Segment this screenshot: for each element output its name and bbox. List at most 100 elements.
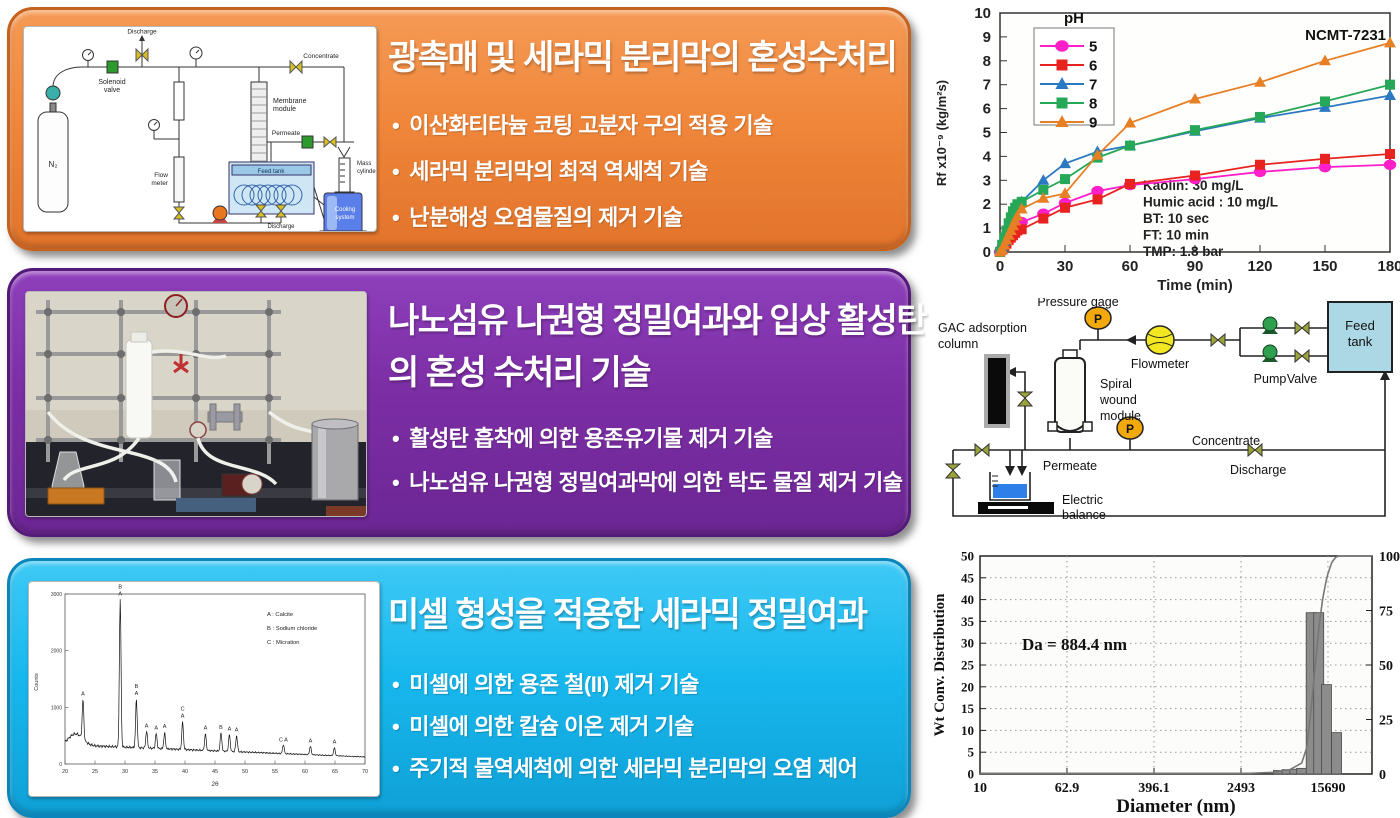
feed-tank-icon <box>228 161 315 215</box>
permeate-valve-icon <box>301 135 314 149</box>
svg-text:45: 45 <box>961 570 975 585</box>
svg-text:20: 20 <box>961 679 974 694</box>
peak-label: A <box>309 738 313 744</box>
flow-meter-label-2: meter <box>151 180 168 187</box>
svg-text:40: 40 <box>182 769 188 775</box>
xrd-legend-entry: B : Sodium chloride <box>267 626 317 632</box>
y-axis-label: Rf x10⁻⁹ (kg/m²s) <box>934 80 949 186</box>
svg-text:55: 55 <box>272 769 278 775</box>
panel2-bullet-1: • 활성탄 흡착에 의한 용존유기물 제거 기술 <box>392 421 773 453</box>
membrane-label-2: module <box>273 106 296 113</box>
floor-strip <box>326 506 366 516</box>
svg-text:180: 180 <box>1377 258 1400 275</box>
gac-spiral-wound-process-diagram: Feed tank Pump Valve P P Pressure gage F… <box>938 298 1393 522</box>
pump-icons <box>1262 316 1278 362</box>
pump-icon <box>212 205 228 223</box>
panel2-title-line1: 나노섬유 나권형 정밀여과와 입상 활성탄 <box>388 302 928 340</box>
svg-text:100: 100 <box>1379 550 1400 565</box>
mass-cylinder-label-1: Mass <box>357 161 371 167</box>
xrd-trace <box>64 599 366 758</box>
sample-id-label: NCMT-7231 <box>1305 27 1386 44</box>
svg-text:40: 40 <box>961 592 974 607</box>
mid-gauge <box>189 421 207 439</box>
chart-annotation: BT: 10 sec <box>1143 211 1210 226</box>
legend-entry-label: 9 <box>1089 115 1097 132</box>
svg-text:0: 0 <box>1379 768 1386 783</box>
feed-tank-label-2: tank <box>1348 334 1373 349</box>
peak-label: A <box>333 740 337 746</box>
peak-label: A <box>118 591 122 597</box>
panel-micelle-ceramic-mf: ACBABAAAACAABAAC AAA20253035404550556065… <box>7 558 911 818</box>
x-axis-label: Time (min) <box>1157 277 1233 294</box>
svg-text:1000: 1000 <box>51 705 62 711</box>
figure-lab-apparatus-photo <box>25 291 367 517</box>
chart-annotation: FT: 10 min <box>1143 228 1209 243</box>
bullet-marker: • <box>392 159 400 184</box>
svg-text:30: 30 <box>122 769 128 775</box>
saturator-column <box>173 81 185 121</box>
panel1-bullet-1-text: 이산화티타늄 코팅 고분자 구의 적용 기술 <box>409 113 773 138</box>
y-axis-label: Wt Conv. Distribution <box>932 593 948 737</box>
xrd-legend-entry: A : Calcite <box>267 612 293 618</box>
panel2-bullet-2: • 나노섬유 나권형 정밀여과막에 의한 탁도 물질 제거 기술 <box>392 465 903 497</box>
svg-text:30: 30 <box>961 636 974 651</box>
bullet-marker: • <box>392 113 400 138</box>
bullet-marker: • <box>392 470 400 495</box>
blue-cloth <box>176 498 256 512</box>
cooling-label-1: Cooling <box>335 207 355 213</box>
svg-text:P: P <box>1126 422 1134 436</box>
peak-label: A <box>145 724 149 730</box>
xrd-y-label: Counts <box>34 673 40 691</box>
flow-meter-icon <box>173 156 185 203</box>
legend-entry-label: 6 <box>1089 58 1097 75</box>
svg-text:9: 9 <box>983 29 991 46</box>
svg-text:0: 0 <box>996 258 1004 275</box>
bullet-marker: • <box>392 714 400 739</box>
peak-label: C <box>118 582 122 583</box>
panel1-title: 광촉매 및 세라믹 분리막의 혼성수처리 <box>388 39 898 77</box>
pressure-gage-2: P <box>1116 416 1144 440</box>
figure-hybrid-process-diagram: N₂ Solenoid valve Discharge <box>23 26 377 232</box>
svg-text:20: 20 <box>62 769 68 775</box>
peak-label: A <box>135 691 139 697</box>
bench-edge <box>26 488 366 498</box>
bullet-marker: • <box>392 756 400 781</box>
balance-label-2: balance <box>1062 508 1106 522</box>
discharge-bottom-label: Discharge <box>267 224 295 230</box>
svg-text:50: 50 <box>1379 659 1393 674</box>
svg-text:15690: 15690 <box>1310 781 1345 796</box>
legend-entry-label: 8 <box>1089 96 1097 113</box>
peak-label: A <box>204 726 208 732</box>
svg-text:6: 6 <box>983 101 991 118</box>
cylinder-neck <box>49 102 57 113</box>
beaker-icon <box>989 472 1031 501</box>
svg-text:2: 2 <box>983 196 991 213</box>
panel-nanofiber-gac-hybrid: 나노섬유 나권형 정밀여과와 입상 활성탄 의 혼성 수처리 기술 • 활성탄 흡… <box>7 268 928 537</box>
svg-text:62.9: 62.9 <box>1055 781 1080 796</box>
svg-text:75: 75 <box>1379 605 1393 620</box>
panel2-title-line2: 의 혼성 수처리 기술 <box>388 354 652 392</box>
solenoid-label-1: Solenoid <box>98 79 125 86</box>
pressure-gage-1: P <box>1084 306 1112 330</box>
panel3-bullet-2: • 미셀에 의한 칼슘 이온 제거 기술 <box>392 709 694 741</box>
panel1-bullet-3: • 난분해성 오염물질의 제거 기술 <box>392 200 683 232</box>
membrane-label-1: Membrane <box>273 98 307 105</box>
small-pump <box>221 473 263 497</box>
panel1-bullet-2: • 세라믹 분리막의 최적 역세척 기술 <box>392 154 709 186</box>
svg-text:60: 60 <box>1122 258 1139 275</box>
xrd-legend-entry: C : Micration <box>267 640 300 646</box>
svg-text:45: 45 <box>212 769 218 775</box>
svg-text:396.1: 396.1 <box>1138 781 1170 796</box>
panel2-bullet-2-text: 나노섬유 나권형 정밀여과막에 의한 탁도 물질 제거 기술 <box>409 470 903 495</box>
permeate-label: Permeate <box>272 130 301 137</box>
peak-label: B <box>219 725 223 731</box>
svg-text:4: 4 <box>983 148 992 165</box>
valve-label: Valve <box>1287 372 1317 386</box>
n2-label: N₂ <box>49 160 58 169</box>
svg-text:3: 3 <box>983 172 991 189</box>
flowmeter-label: Flowmeter <box>1131 357 1189 371</box>
peak-label: A <box>228 726 232 732</box>
feed-tank-label: Feed tank <box>258 169 286 175</box>
svg-text:2000: 2000 <box>51 649 62 655</box>
legend-entry-label: 7 <box>1089 77 1097 94</box>
